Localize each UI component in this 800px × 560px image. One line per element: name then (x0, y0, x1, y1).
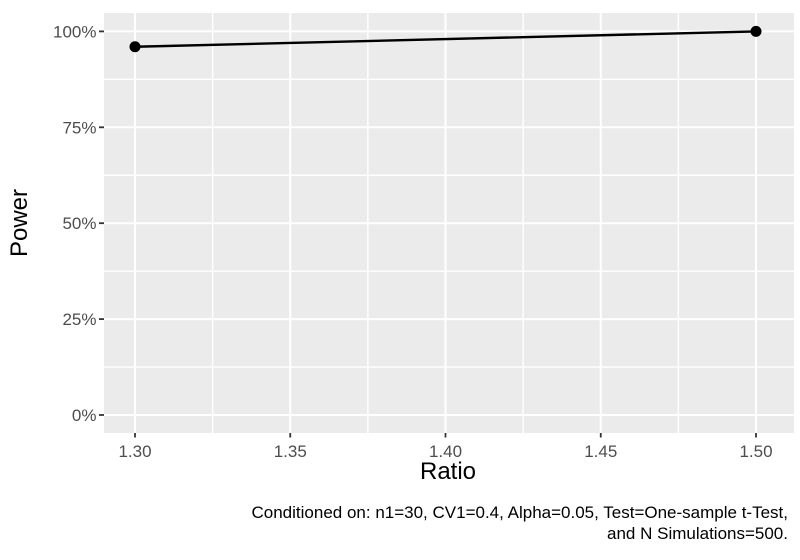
y-tick-label: 50% (62, 214, 96, 233)
y-tick-label: 25% (62, 310, 96, 329)
x-axis-title: Ratio (419, 458, 477, 485)
y-tick-label: 100% (53, 22, 96, 41)
data-line (134, 30, 757, 48)
y-axis-title: Power (6, 188, 33, 258)
y-tick-label: 75% (62, 118, 96, 137)
x-tick-label: 1.30 (118, 442, 151, 461)
chart-caption: Conditioned on: n1=30, CV1=0.4, Alpha=0.… (252, 502, 789, 544)
x-tick-label: 1.40 (429, 442, 462, 461)
y-tick-label: 0% (72, 406, 97, 425)
caption-line-2: and N Simulations=500. (607, 524, 788, 543)
data-point (750, 25, 762, 37)
x-tick-label: 1.45 (584, 442, 617, 461)
data-point (129, 41, 141, 53)
chart-canvas: 0% 25% 50% 75% 100% 1.30 1.35 1.40 1.45 1.50 (53, 13, 794, 461)
x-tick-label: 1.50 (739, 442, 772, 461)
x-tick-label: 1.35 (274, 442, 307, 461)
caption-line-1: Conditioned on: n1=30, CV1=0.4, Alpha=0.… (251, 503, 789, 522)
